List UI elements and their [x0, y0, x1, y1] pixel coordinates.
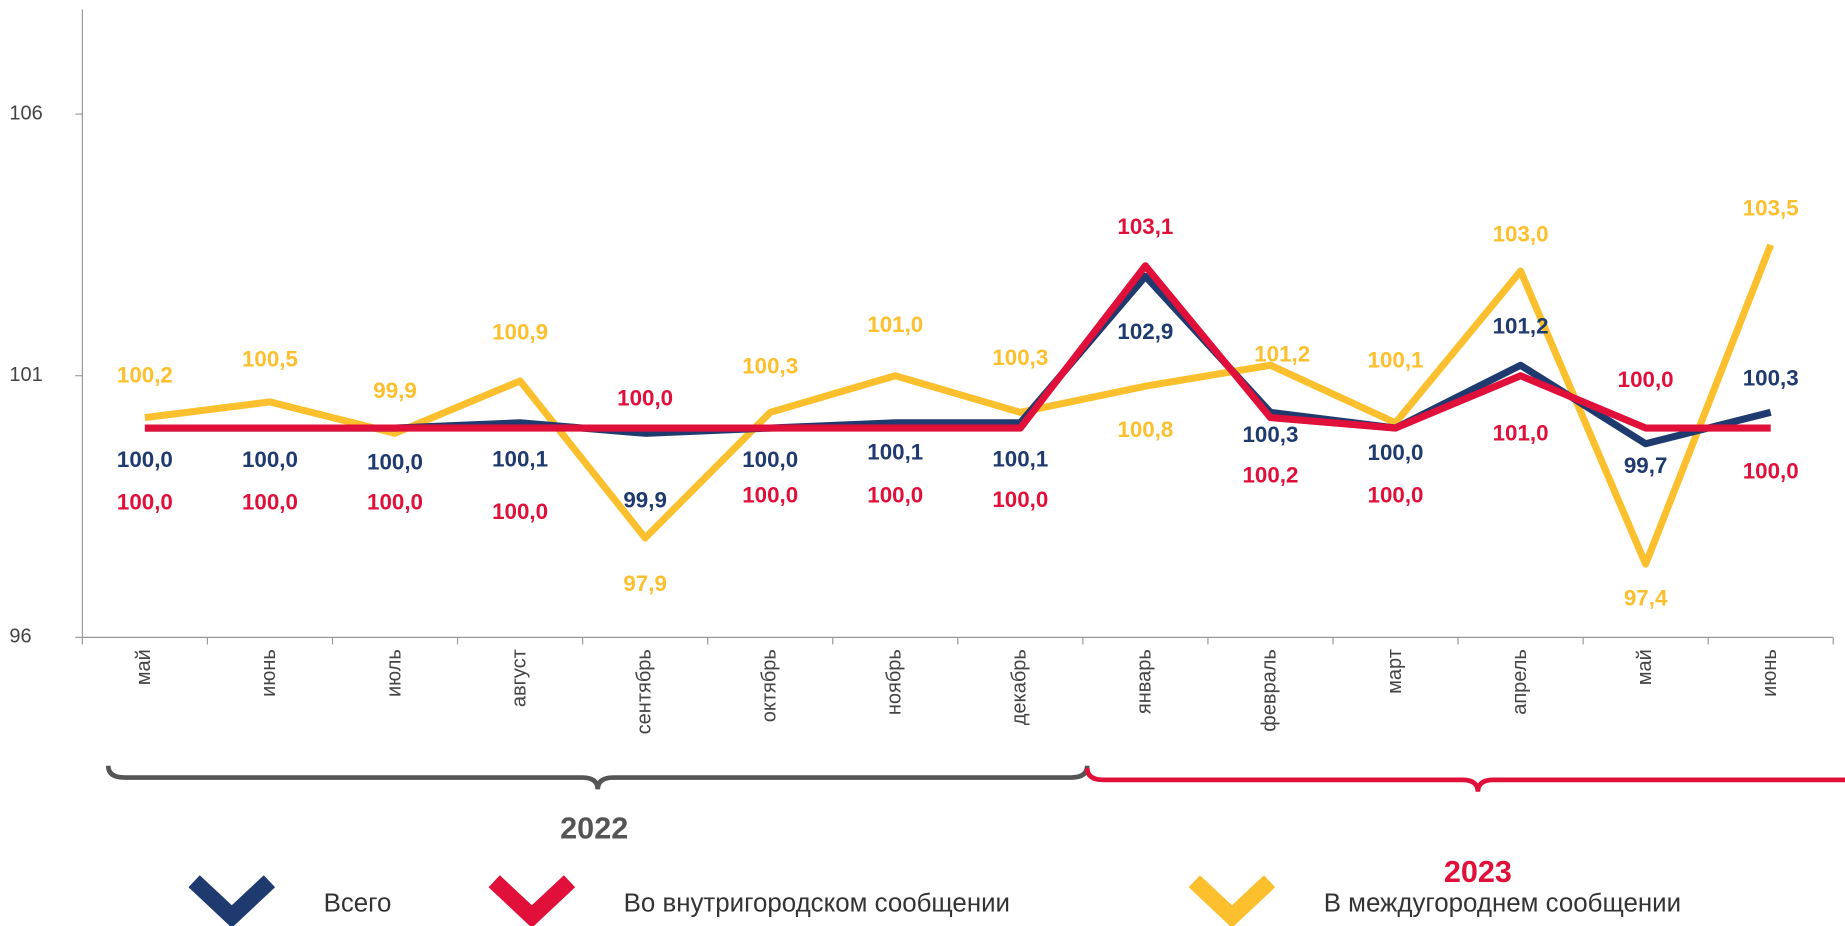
data-label: 99,9 [623, 488, 667, 513]
data-label: 100,0 [367, 449, 423, 474]
data-label: 100,3 [992, 345, 1048, 370]
data-label: 100,9 [492, 320, 548, 345]
data-label: 100,3 [1242, 422, 1298, 447]
legend-label: Всего [324, 890, 392, 918]
x-tick-label: январь [1134, 649, 1156, 714]
data-label: 100,0 [1368, 440, 1424, 465]
data-label: 100,1 [1368, 347, 1424, 372]
x-tick-label: май [133, 649, 155, 685]
data-label: 100,3 [742, 353, 798, 378]
data-label: 100,5 [242, 347, 298, 372]
x-tick-label: декабрь [1009, 649, 1031, 725]
legend-swatch [188, 875, 276, 926]
y-tick-label: 96 [9, 626, 31, 648]
series-line [144, 243, 1774, 568]
data-label: 100,3 [1743, 365, 1799, 390]
data-label: 100,0 [367, 489, 423, 514]
data-label: 97,4 [1624, 585, 1668, 610]
legend-label: В междугороднем сообщении [1324, 890, 1681, 918]
y-tick-label: 106 [9, 102, 42, 124]
y-tick-label: 101 [9, 364, 42, 386]
x-tick-label: июнь [258, 649, 280, 697]
x-tick-label: май [1634, 649, 1656, 685]
data-label: 100,2 [1242, 462, 1298, 487]
annotation: 2023 [1444, 855, 1512, 889]
x-tick-label: октябрь [758, 649, 780, 722]
data-label: 100,8 [1117, 417, 1173, 442]
data-label: 100,0 [117, 447, 173, 472]
data-label: 100,0 [492, 499, 548, 524]
data-label: 100,0 [242, 447, 298, 472]
x-tick-label: июнь [1759, 649, 1781, 697]
data-label: 101,2 [1493, 313, 1549, 338]
bracket-2022 [105, 765, 1090, 790]
data-label: 100,1 [867, 439, 923, 464]
data-label: 100,1 [992, 446, 1048, 471]
x-tick-label: июль [383, 649, 405, 697]
data-label: 100,0 [1743, 459, 1799, 484]
data-label: 103,5 [1743, 195, 1799, 220]
data-label: 100,2 [117, 362, 173, 387]
x-tick-label: сентябрь [633, 649, 655, 734]
data-label: 100,0 [867, 482, 923, 507]
data-label: 100,0 [992, 487, 1048, 512]
x-tick-label: март [1384, 649, 1406, 694]
data-label: 100,0 [117, 489, 173, 514]
data-label: 97,9 [623, 571, 667, 596]
data-label: 100,0 [1618, 367, 1674, 392]
data-label: 100,0 [742, 447, 798, 472]
bracket-2023 [1084, 767, 1845, 792]
data-label: 100,0 [242, 489, 298, 514]
x-tick-label: апрель [1509, 649, 1531, 715]
data-label: 100,0 [617, 386, 673, 411]
legend-label: Во внутригородском сообщении [624, 890, 1010, 918]
data-label: 99,7 [1624, 453, 1668, 478]
data-label: 103,1 [1117, 214, 1173, 239]
data-label: 100,0 [742, 482, 798, 507]
series-line [144, 272, 1772, 448]
legend-swatch [1188, 875, 1276, 926]
x-tick-label: ноябрь [884, 649, 906, 715]
data-label: 99,9 [373, 378, 417, 403]
data-label: 101,0 [867, 312, 923, 337]
x-tick-label: август [508, 649, 530, 707]
data-label: 101,2 [1254, 342, 1310, 367]
series-line [144, 262, 1771, 432]
data-label: 103,0 [1493, 222, 1549, 247]
data-label: 100,0 [1368, 482, 1424, 507]
data-label: 102,9 [1117, 319, 1173, 344]
data-label: 100,1 [492, 446, 548, 471]
legend-swatch [488, 875, 576, 926]
x-tick-label: февраль [1259, 649, 1281, 732]
annotation: 2022 [560, 812, 628, 846]
data-label: 101,0 [1493, 421, 1549, 446]
